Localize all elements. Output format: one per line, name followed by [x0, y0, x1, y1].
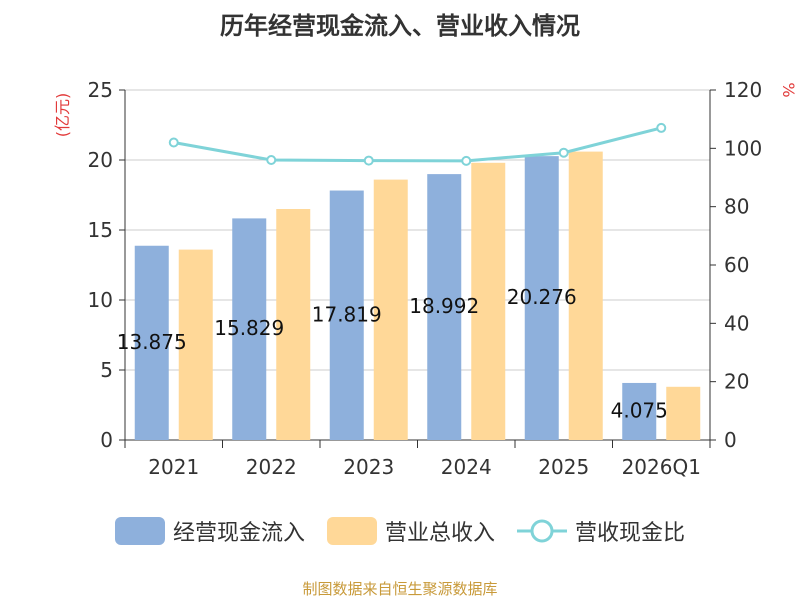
bar-cash-inflow [622, 382, 657, 440]
data-label-cash-inflow: 20.276 [507, 285, 577, 309]
y-right-axis-title: % [779, 82, 798, 97]
legend-item-ratio[interactable]: 营收现金比 [517, 515, 685, 547]
ratio-point [266, 155, 277, 165]
legend-label-revenue: 营业总收入 [384, 521, 495, 546]
legend-swatch-ratio [517, 519, 567, 543]
ratio-point [168, 137, 179, 148]
legend-item-revenue[interactable]: 营业总收入 [326, 515, 495, 547]
legend-label-cash-inflow: 经营现金流入 [172, 521, 305, 546]
legend-swatch-revenue [326, 517, 377, 545]
data-label-cash-inflow: 17.819 [312, 302, 382, 326]
bar-revenue [373, 179, 408, 440]
x-tick-label: 2026Q1 [622, 455, 701, 479]
ratio-line [173, 126, 662, 163]
x-tick-label: 2024 [441, 455, 492, 479]
bar-revenue [568, 151, 603, 440]
ratio-point [363, 155, 374, 166]
x-tick-label: 2021 [148, 455, 199, 479]
footer-source: 制图数据来自恒生聚源数据库 [302, 580, 498, 598]
y-left-tick-label: 10 [88, 288, 113, 312]
legend-item-cash-inflow[interactable]: 经营现金流入 [114, 515, 305, 547]
y-right-tick-label: 40 [724, 311, 749, 335]
y-left-tick-label: 5 [100, 358, 113, 382]
y-right-tick-label: 60 [724, 253, 749, 277]
bar-revenue [471, 162, 506, 441]
bar-cash-inflow [329, 190, 364, 440]
data-label-cash-inflow: 13.875 [117, 330, 187, 354]
y-left-tick-label: 20 [88, 148, 113, 172]
bar-revenue [178, 249, 213, 440]
y-left-tick-label: 25 [88, 78, 113, 102]
chart-title: 历年经营现金流入、营业收入情况 [220, 12, 580, 40]
data-label-cash-inflow: 15.829 [214, 316, 284, 340]
legend-swatch-cash-inflow [114, 517, 165, 545]
bar-revenue [666, 386, 701, 440]
ratio-point [461, 155, 472, 166]
y-left-tick-label: 15 [88, 218, 113, 242]
y-right-tick-label: 20 [724, 370, 749, 394]
ratio-point [558, 147, 569, 158]
data-label-cash-inflow: 4.075 [611, 398, 668, 422]
bar-cash-inflow [427, 174, 462, 440]
y-right-tick-label: 0 [724, 428, 737, 452]
legend: 经营现金流入 营业总收入 营收现金比 [0, 515, 800, 547]
x-tick-label: 2022 [246, 455, 297, 479]
bar-cash-inflow [524, 156, 559, 441]
y-right-tick-label: 80 [724, 195, 749, 219]
data-label-cash-inflow: 18.992 [409, 294, 479, 318]
ratio-point [656, 122, 667, 133]
bar-cash-inflow [134, 245, 169, 440]
x-tick-label: 2025 [538, 455, 589, 479]
x-tick-label: 2023 [343, 455, 394, 479]
y-left-tick-label: 0 [100, 428, 113, 452]
y-right-tick-label: 120 [724, 78, 762, 102]
y-right-tick-label: 100 [724, 136, 762, 160]
legend-label-ratio: 营收现金比 [575, 521, 686, 546]
bar-cash-inflow [232, 218, 267, 440]
y-left-axis-title: (亿元) [53, 93, 72, 138]
bar-revenue [276, 209, 311, 440]
